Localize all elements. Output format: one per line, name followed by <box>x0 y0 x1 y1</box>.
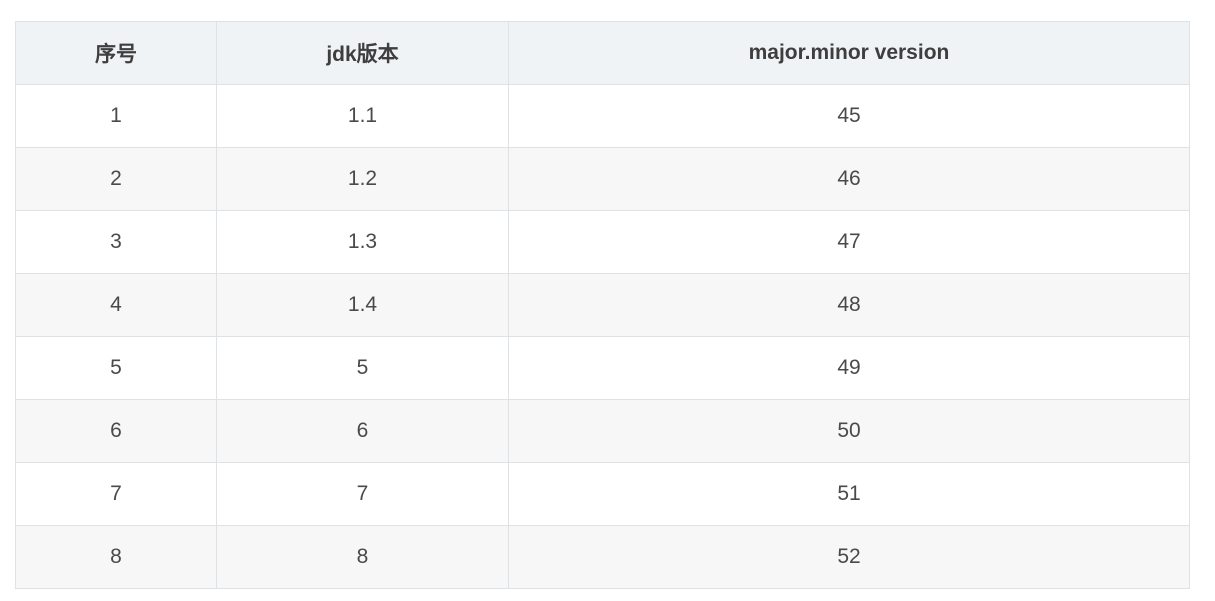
table-row: 8 8 52 <box>15 525 1190 589</box>
table-header-row: 序号 jdk版本 major.minor version <box>15 21 1190 85</box>
cell-index: 2 <box>15 147 217 211</box>
cell-jdk-version: 1.1 <box>216 84 509 148</box>
version-table-container: 序号 jdk版本 major.minor version 1 1.1 45 2 … <box>15 21 1190 589</box>
header-jdk-version: jdk版本 <box>216 21 509 85</box>
cell-index: 6 <box>15 399 217 463</box>
cell-index: 8 <box>15 525 217 589</box>
cell-jdk-version: 8 <box>216 525 509 589</box>
cell-jdk-version: 1.2 <box>216 147 509 211</box>
table-row: 2 1.2 46 <box>15 147 1190 211</box>
cell-jdk-version: 1.3 <box>216 210 509 274</box>
cell-major-minor-version: 51 <box>508 462 1190 526</box>
cell-index: 5 <box>15 336 217 400</box>
cell-jdk-version: 5 <box>216 336 509 400</box>
table-row: 5 5 49 <box>15 336 1190 400</box>
cell-index: 1 <box>15 84 217 148</box>
cell-major-minor-version: 46 <box>508 147 1190 211</box>
cell-jdk-version: 6 <box>216 399 509 463</box>
table-row: 7 7 51 <box>15 462 1190 526</box>
table-row: 4 1.4 48 <box>15 273 1190 337</box>
header-major-minor-version: major.minor version <box>508 21 1190 85</box>
header-index: 序号 <box>15 21 217 85</box>
cell-major-minor-version: 48 <box>508 273 1190 337</box>
cell-jdk-version: 7 <box>216 462 509 526</box>
cell-major-minor-version: 49 <box>508 336 1190 400</box>
cell-major-minor-version: 47 <box>508 210 1190 274</box>
cell-index: 4 <box>15 273 217 337</box>
cell-jdk-version: 1.4 <box>216 273 509 337</box>
cell-index: 7 <box>15 462 217 526</box>
jdk-version-table: 序号 jdk版本 major.minor version 1 1.1 45 2 … <box>15 21 1190 589</box>
cell-major-minor-version: 45 <box>508 84 1190 148</box>
cell-major-minor-version: 52 <box>508 525 1190 589</box>
cell-major-minor-version: 50 <box>508 399 1190 463</box>
table-row: 1 1.1 45 <box>15 84 1190 148</box>
cell-index: 3 <box>15 210 217 274</box>
table-row: 6 6 50 <box>15 399 1190 463</box>
table-row: 3 1.3 47 <box>15 210 1190 274</box>
